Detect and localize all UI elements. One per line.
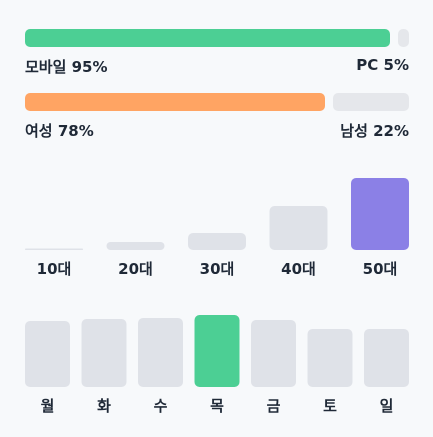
female-segment [25,93,325,111]
age-bar-0 [25,248,83,250]
day-bar-3 [194,315,240,387]
day-bar-1 [81,319,127,387]
day-bar-6 [364,329,409,387]
age-label-3: 40대 [281,260,316,278]
age-bar-1 [106,242,165,250]
age-bar-3 [269,206,328,250]
day-label-0: 월 [41,397,55,415]
male-share-label: 남성 22% [340,122,409,140]
day-bar-5 [307,329,353,387]
gender-split-chart: 여성 78% 남성 22% [25,93,409,142]
day-label-3: 목 [210,397,224,415]
day-label-5: 토 [323,397,337,415]
age-label-4: 50대 [363,260,398,278]
mobile-segment [25,29,390,47]
day-bar-4 [251,320,296,387]
age-label-0: 10대 [37,260,72,278]
day-label-6: 일 [380,397,394,415]
pc-segment [398,29,409,47]
device-split-bar [25,29,409,47]
day-label-1: 화 [97,397,111,415]
day-label-4: 금 [267,397,281,415]
age-label-2: 30대 [200,260,235,278]
male-segment [333,93,409,111]
device-split-chart: 모바일 95% PC 5% [25,29,409,78]
day-bar-2 [138,318,183,387]
day-bar-0 [25,321,70,387]
age-bar-2 [188,233,246,250]
pc-share-label: PC 5% [356,56,409,74]
age-bar-4 [351,178,409,250]
mobile-share-label: 모바일 95% [25,58,108,76]
day-label-2: 수 [154,397,168,415]
gender-split-bar [25,93,409,111]
age-label-1: 20대 [118,260,153,278]
female-share-label: 여성 78% [25,122,94,140]
